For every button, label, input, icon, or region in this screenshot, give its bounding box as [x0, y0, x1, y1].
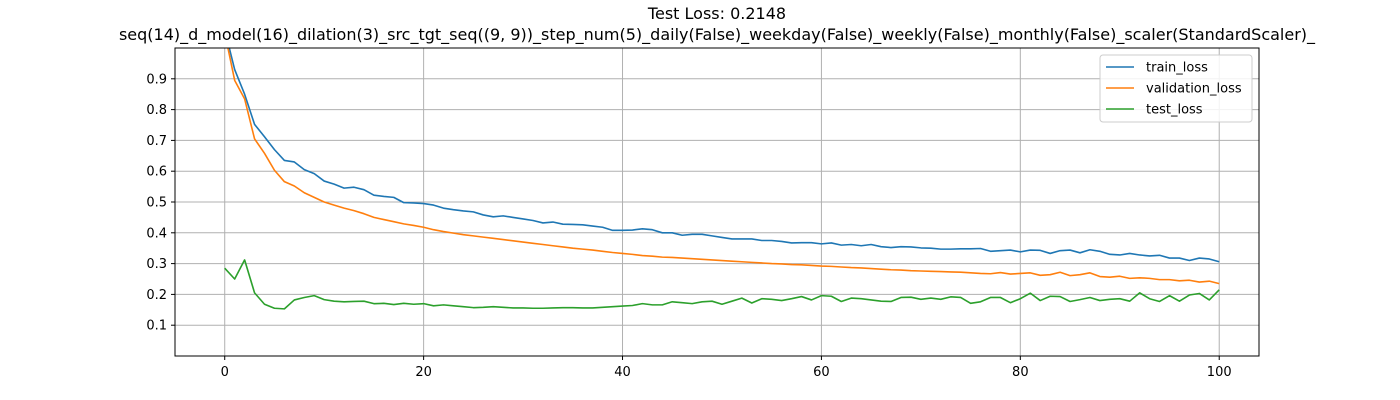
x-tick-label: 100	[1207, 365, 1232, 380]
y-tick-label: 0.7	[146, 134, 167, 149]
grid	[175, 48, 1259, 356]
legend: train_loss validation_loss test_loss	[1099, 54, 1253, 123]
legend-label: validation_loss	[1146, 82, 1242, 97]
x-tick-label: 80	[1012, 365, 1029, 380]
series-lines	[224, 48, 1220, 310]
chart-subtitle: seq(14)_d_model(16)_dilation(3)_src_tgt_…	[119, 25, 1316, 45]
axis-ticks: 0 20 40 60 80 100 0.1 0.2 0.3 0.4 0.5 0.6 0.7 0.8 0.9	[146, 72, 1231, 380]
legend-label: train_loss	[1146, 61, 1208, 76]
y-tick-label: 0.6	[146, 165, 167, 180]
series-line-test-loss	[224, 259, 1220, 310]
series-line-train-loss	[228, 48, 1220, 263]
y-tick-label: 0.5	[146, 196, 167, 211]
y-tick-label: 0.8	[146, 103, 167, 118]
x-tick-label: 60	[813, 365, 830, 380]
legend-label: test_loss	[1146, 103, 1203, 118]
y-tick-label: 0.3	[146, 257, 167, 272]
x-tick-label: 40	[614, 365, 631, 380]
legend-box	[1099, 54, 1253, 123]
y-tick-label: 0.1	[146, 319, 167, 334]
y-tick-label: 0.2	[146, 288, 167, 303]
y-tick-label: 0.9	[146, 72, 167, 87]
chart-title: Test Loss: 0.2148	[647, 4, 786, 23]
x-tick-label: 20	[415, 365, 432, 380]
series-line-validation-loss	[227, 48, 1220, 285]
y-tick-label: 0.4	[146, 226, 167, 241]
x-tick-label: 0	[221, 365, 229, 380]
